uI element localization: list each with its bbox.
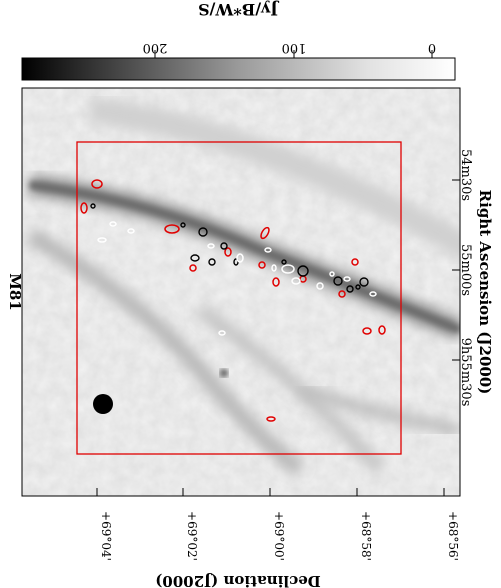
spiral-arm-lower: [25, 228, 305, 477]
contour-black: [220, 242, 228, 250]
contours-red: [80, 179, 386, 422]
contours-white: [97, 221, 377, 336]
contour-black: [346, 285, 354, 293]
contour-white: [218, 330, 226, 336]
outer-arm: [88, 97, 460, 260]
contour-black: [281, 259, 287, 265]
contour-white: [236, 253, 244, 263]
contour-black: [355, 284, 361, 290]
contour-black: [198, 227, 208, 237]
contour-red: [260, 226, 270, 240]
dec-tick-label: +69°02': [185, 511, 199, 561]
contour-black: [90, 203, 96, 209]
contour-red: [80, 202, 88, 214]
dec-tick-label: +69°04': [99, 511, 113, 561]
image-frame: [21, 87, 461, 497]
contour-white: [329, 271, 335, 277]
spiral-arm-ridge: [29, 181, 460, 334]
contour-black: [333, 276, 343, 286]
point-source: [93, 394, 113, 414]
contour-white: [316, 282, 324, 290]
contour-white: [291, 277, 301, 285]
contour-red: [266, 416, 276, 422]
colorbar-tick-label: 100: [282, 40, 307, 55]
ra-tick-label: 55m00s: [458, 244, 473, 296]
ra-axis-label: Right Ascension (J2000): [476, 190, 494, 395]
ra-tick-label: 9h55m30s: [458, 338, 473, 407]
contour-black: [359, 277, 369, 287]
point-source: [220, 369, 228, 377]
contour-black: [180, 222, 186, 228]
contour-white: [281, 264, 295, 274]
target-label: M81: [6, 273, 24, 310]
contour-red: [362, 327, 372, 335]
colorbar-gradient: [21, 57, 456, 81]
ra-tick-label: 54m30s: [458, 149, 473, 201]
colorbar: 200 100 0 Jy/B*W/S: [21, 0, 456, 81]
dec-tick-label: +69°00': [272, 511, 286, 561]
contour-white: [264, 247, 272, 253]
dec-axis: [96, 488, 445, 496]
contour-red: [338, 290, 346, 298]
ra-axis: [452, 179, 460, 361]
dec-tick-label: +68°56': [446, 511, 460, 561]
dec-tick-label: +68°58': [359, 511, 373, 561]
contour-red: [272, 277, 280, 287]
contour-black: [190, 254, 200, 262]
observation-footprint-box: [76, 141, 402, 455]
contour-black: [208, 258, 216, 266]
contour-red: [351, 258, 359, 266]
contour-black: [297, 265, 309, 277]
dec-axis-label: Declination (J2000): [155, 572, 321, 588]
contour-red: [91, 179, 103, 189]
contour-red: [224, 247, 232, 257]
contour-white: [127, 228, 135, 234]
contour-white: [271, 264, 277, 272]
contour-white: [97, 237, 107, 243]
contour-white: [109, 221, 117, 227]
colorbar-unit-label: Jy/B*W/S: [198, 0, 280, 19]
contour-white: [343, 276, 351, 282]
contour-white: [207, 243, 215, 249]
contour-white: [369, 291, 377, 297]
spiral-arm-edge: [298, 384, 460, 436]
contour-red: [189, 264, 197, 272]
spiral-arm-inner: [195, 304, 386, 475]
colorbar-tick-label: 200: [143, 40, 168, 55]
contour-red: [164, 224, 180, 234]
contour-red: [258, 261, 266, 269]
contour-red: [378, 325, 386, 335]
colorbar-tick-label: 0: [428, 40, 436, 55]
image-panel: [22, 88, 460, 496]
